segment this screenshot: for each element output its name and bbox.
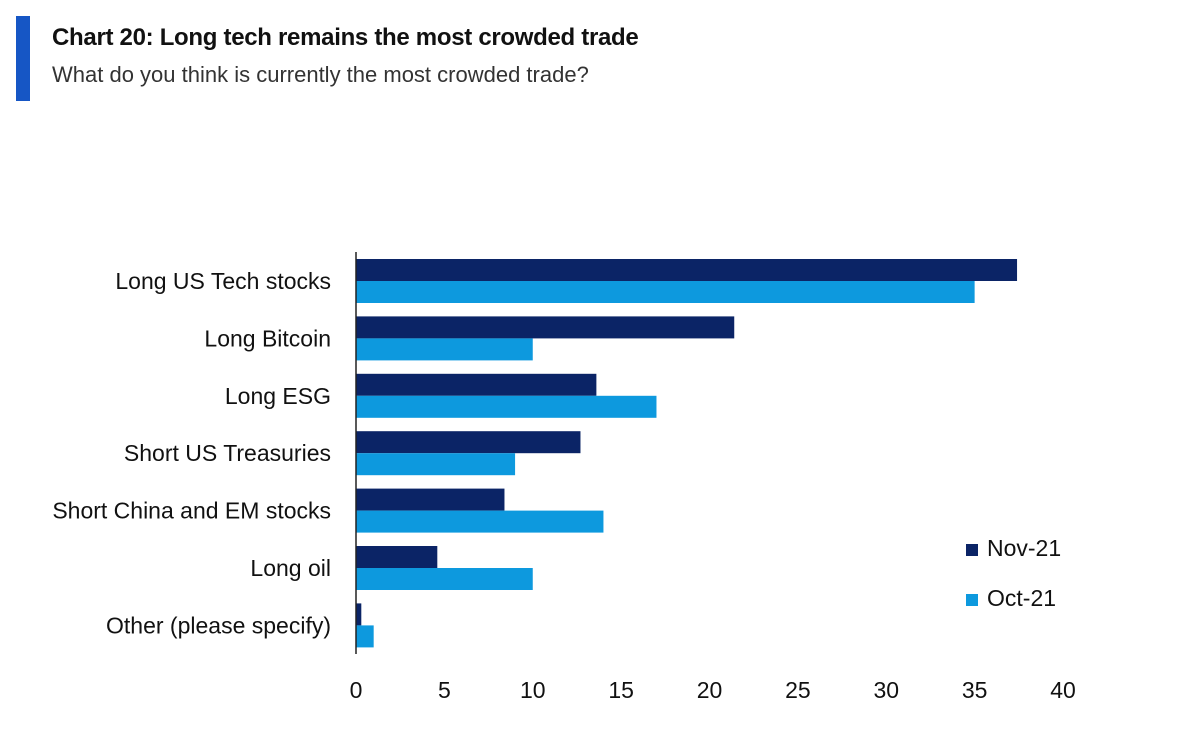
legend-label-nov-21: Nov-21 <box>987 535 1061 561</box>
bar-nov-21-3 <box>356 373 597 396</box>
x-tick-label: 30 <box>873 677 899 703</box>
chart-subtitle: What do you think is currently the most … <box>52 62 589 87</box>
bar-oct-21-4 <box>356 453 516 476</box>
chart-title: Chart 20: Long tech remains the most cro… <box>52 24 639 51</box>
category-label: Other (please specify) <box>106 612 331 638</box>
category-label: Long ESG <box>225 383 331 409</box>
category-label: Short US Treasuries <box>124 440 331 466</box>
legend-swatch-nov-21 <box>966 544 978 556</box>
x-tick-label: 0 <box>350 677 363 703</box>
category-label: Long US Tech stocks <box>115 268 331 294</box>
bar-oct-21-6 <box>356 568 533 590</box>
category-label: Long Bitcoin <box>204 325 331 351</box>
legend-swatch-oct-21 <box>966 594 978 606</box>
x-tick-label: 25 <box>785 677 811 703</box>
x-tick-label: 10 <box>520 677 546 703</box>
x-tick-label: 20 <box>697 677 723 703</box>
category-label: Short China and EM stocks <box>52 498 331 524</box>
bar-oct-21-7 <box>356 625 374 648</box>
x-tick-label: 5 <box>438 677 451 703</box>
bar-oct-21-3 <box>356 395 657 418</box>
bar-nov-21-6 <box>356 546 438 568</box>
category-label: Long oil <box>250 555 331 581</box>
bar-nov-21-7 <box>356 603 362 626</box>
x-tick-label: 15 <box>608 677 634 703</box>
bar-oct-21-5 <box>356 510 604 533</box>
bar-nov-21-5 <box>356 488 505 511</box>
bar-nov-21-1 <box>356 259 1018 281</box>
bar-oct-21-2 <box>356 338 533 361</box>
bar-nov-21-2 <box>356 316 735 339</box>
bar-oct-21-1 <box>356 281 975 303</box>
title-accent-bar <box>16 16 30 101</box>
bar-nov-21-4 <box>356 431 581 454</box>
x-tick-label: 35 <box>962 677 988 703</box>
legend-label-oct-21: Oct-21 <box>987 585 1056 611</box>
x-tick-label: 40 <box>1050 677 1076 703</box>
